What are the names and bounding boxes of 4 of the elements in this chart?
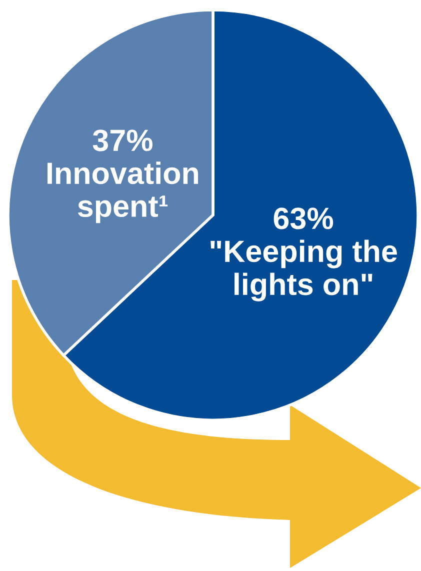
slice-label: Innovation spent¹ <box>48 162 198 224</box>
slice-label: "Keeping the lights on" <box>210 240 397 302</box>
data-label: 63% <box>274 208 334 230</box>
data-label: 37% <box>92 130 152 152</box>
